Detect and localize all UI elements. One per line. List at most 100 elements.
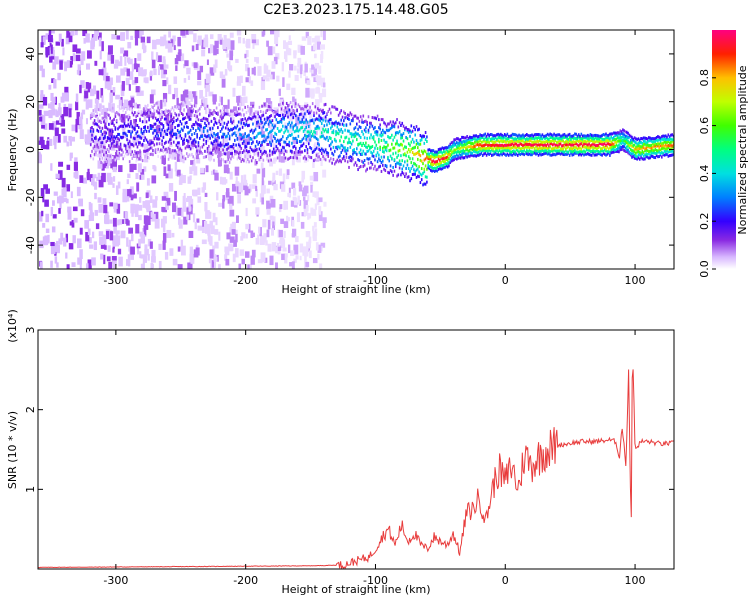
spectrogram-ridge-cell bbox=[294, 129, 297, 133]
spectrogram-ridge-cell bbox=[361, 144, 363, 148]
spectrogram-noise-cell bbox=[165, 202, 168, 208]
spectrogram-noise-cell bbox=[172, 258, 178, 266]
spectrogram-ridge-cell bbox=[467, 149, 470, 153]
spectrogram-ridge-cell bbox=[619, 145, 622, 149]
spectrogram-noise-cell bbox=[41, 123, 45, 129]
spectrogram-ridge-cell bbox=[593, 140, 596, 144]
spectrogram-ridge-cell bbox=[292, 156, 294, 160]
spectrogram-ridge-cell bbox=[198, 136, 201, 140]
spectrogram-noise-cell bbox=[80, 112, 84, 120]
spectrogram-noise-cell bbox=[43, 184, 49, 190]
spectrogram-ridge-cell bbox=[362, 120, 365, 124]
spectrogram-noise-cell bbox=[74, 30, 78, 36]
spectrogram-ridge-cell bbox=[490, 146, 493, 150]
spectrogram-ridge-cell bbox=[570, 134, 572, 138]
spectrogram-ridge-cell bbox=[498, 149, 501, 153]
spectrogram-ridge-cell bbox=[546, 147, 549, 151]
spectrogram-ridge-cell bbox=[149, 142, 152, 146]
spectrogram-ridge-cell bbox=[568, 139, 571, 143]
spectrogram-ridge-cell bbox=[156, 137, 158, 141]
spectrogram-ridge-cell bbox=[625, 130, 628, 134]
spectrogram-ridge-cell bbox=[213, 123, 215, 127]
snr-ytick-label: 2 bbox=[24, 406, 37, 413]
spectrogram-noise-cell bbox=[206, 122, 210, 129]
spectrogram-ridge-cell bbox=[423, 141, 426, 145]
spectrogram-ridge-cell bbox=[467, 141, 470, 145]
spectrogram-ridge-cell bbox=[437, 151, 440, 155]
spectrogram-ridge-cell bbox=[664, 153, 667, 157]
spectrogram-ridge-cell bbox=[263, 122, 266, 126]
spectrogram-ridge-cell bbox=[269, 140, 271, 144]
spectrogram-ridge-cell bbox=[122, 157, 124, 161]
spectrogram-ridge-cell bbox=[236, 157, 239, 161]
spectrogram-noise-cell bbox=[103, 61, 106, 72]
spectrogram-ridge-cell bbox=[148, 147, 150, 151]
colorbar-tick-label: 0.4 bbox=[698, 165, 711, 183]
spectrogram-noise-cell bbox=[228, 65, 233, 72]
spectrogram-ridge-cell bbox=[287, 122, 289, 126]
spectrogram-ridge-cell bbox=[358, 151, 361, 155]
spectrogram-noise-cell bbox=[52, 121, 57, 131]
spectrogram-noise-cell bbox=[99, 50, 102, 60]
spectrogram-ridge-cell bbox=[458, 156, 461, 160]
spectrogram-noise-cell bbox=[158, 243, 162, 250]
spectrogram-ridge-cell bbox=[505, 149, 507, 153]
spectrogram-ridge-cell bbox=[365, 141, 367, 145]
spectrogram-ridge-cell bbox=[114, 144, 117, 148]
spectrogram-noise-cell bbox=[145, 200, 151, 209]
spectrogram-ridge-cell bbox=[240, 146, 243, 150]
spectrogram-noise-cell bbox=[231, 229, 236, 235]
spectrogram-noise-cell bbox=[218, 158, 222, 167]
spectrogram-noise-cell bbox=[284, 55, 288, 62]
spectrogram-ridge-cell bbox=[282, 145, 284, 149]
spectrogram-ridge-cell bbox=[419, 172, 422, 176]
spectrogram-ridge-cell bbox=[250, 128, 253, 132]
spectrogram-ridge-cell bbox=[370, 160, 372, 164]
spectrogram-noise-cell bbox=[38, 153, 42, 163]
spectrogram-noise-cell bbox=[243, 149, 248, 160]
spectrogram-ridge-cell bbox=[533, 142, 536, 146]
spectrogram-ridge-cell bbox=[666, 141, 668, 145]
spectrogram-ridge-cell bbox=[270, 103, 272, 107]
spectrogram-ridge-cell bbox=[214, 151, 217, 155]
spectrogram-noise-cell bbox=[140, 133, 146, 139]
spectrogram-ridge-cell bbox=[326, 123, 328, 127]
spectrogram-noise-cell bbox=[104, 245, 107, 250]
spectrogram-ridge-cell bbox=[111, 121, 114, 125]
spectrogram-ridge-cell bbox=[323, 111, 326, 115]
spectrogram-ridge-cell bbox=[470, 142, 472, 146]
spectrogram-noise-cell bbox=[87, 99, 93, 108]
spectrogram-ridge-cell bbox=[397, 143, 400, 147]
spectrogram-noise-cell bbox=[106, 256, 111, 262]
spectrogram-noise-cell bbox=[314, 191, 319, 198]
spectrogram-ridge-cell bbox=[191, 104, 193, 108]
spectrogram-ridge-cell bbox=[610, 142, 612, 146]
spectrogram-ridge-cell bbox=[89, 114, 92, 118]
spectrogram-noise-cell bbox=[221, 78, 226, 88]
spectrogram-noise-cell bbox=[316, 197, 320, 206]
spectrogram-noise-cell bbox=[102, 198, 107, 205]
spectrogram-noise-cell bbox=[213, 45, 217, 56]
spectrogram-ridge-cell bbox=[598, 139, 601, 143]
spectrogram-noise-cell bbox=[182, 90, 188, 101]
spectrogram-ridge-cell bbox=[429, 162, 432, 166]
spectrogram-ridge-cell bbox=[603, 145, 606, 149]
spectrogram-ytick-label: 40 bbox=[24, 47, 37, 61]
spectrogram-noise-cell bbox=[189, 261, 193, 269]
spectrogram-noise-cell bbox=[214, 172, 219, 181]
spectrogram-noise-cell bbox=[308, 250, 312, 259]
spectrogram-ridge-cell bbox=[223, 152, 226, 156]
spectrogram-ridge-cell bbox=[389, 127, 392, 131]
spectrogram-ridge-cell bbox=[606, 145, 609, 149]
spectrogram-ridge-cell bbox=[625, 138, 628, 142]
spectrogram-ridge-cell bbox=[584, 136, 587, 140]
spectrogram-ridge-cell bbox=[481, 144, 484, 148]
spectrogram-ridge-cell bbox=[271, 123, 274, 127]
spectrogram-noise-cell bbox=[150, 112, 155, 118]
spectrogram-ridge-cell bbox=[284, 156, 287, 160]
spectrogram-ridge-cell bbox=[567, 137, 570, 141]
spectrogram-ridge-cell bbox=[431, 169, 433, 173]
spectrogram-ridge-cell bbox=[418, 165, 420, 169]
spectrogram-noise-cell bbox=[241, 98, 245, 107]
spectrogram-ridge-cell bbox=[366, 149, 368, 153]
